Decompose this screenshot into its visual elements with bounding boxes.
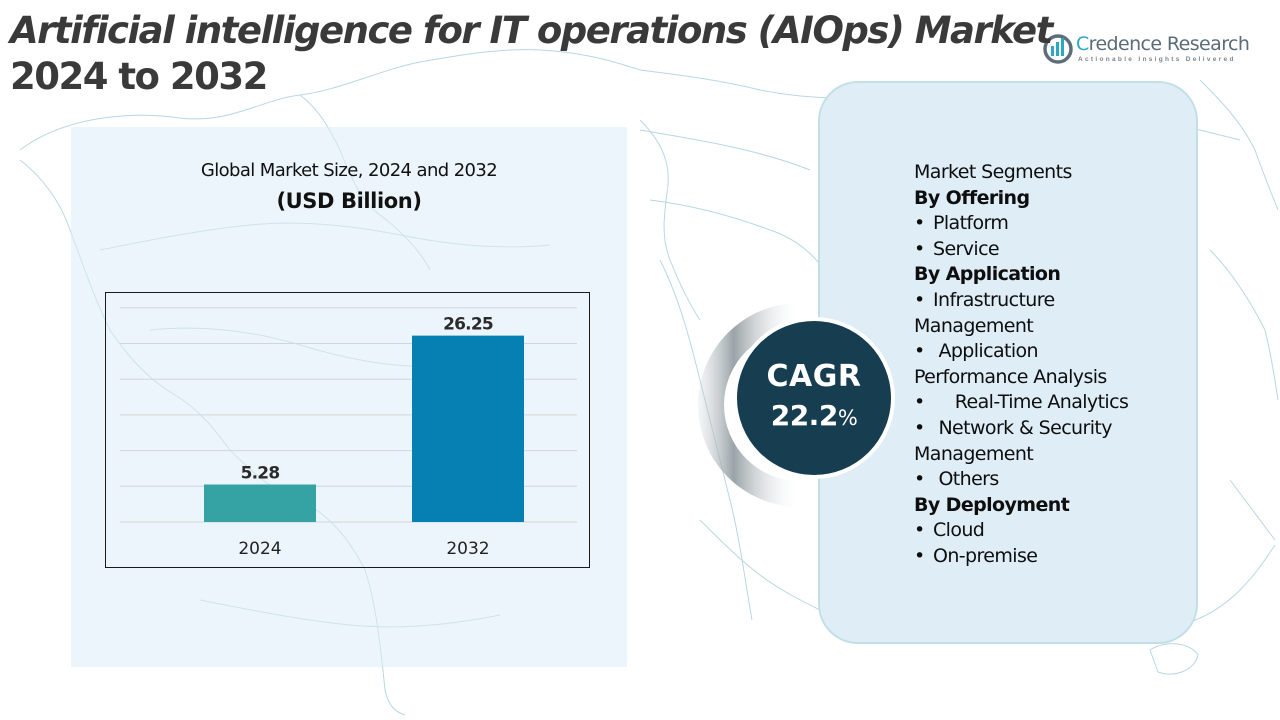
bullet-icon: • <box>914 416 925 439</box>
market-segments-list: Market Segments By Offering • Platform • Ser… <box>914 160 1184 570</box>
bar-chart-globe-icon <box>1043 34 1073 64</box>
chart-panel <box>71 127 627 667</box>
segments-heading: Market Segments <box>914 161 1072 183</box>
logo-name-rest: redence Research <box>1088 33 1250 55</box>
x-tick-label-2024: 2024 <box>238 539 281 559</box>
logo-name-initial: C <box>1076 33 1089 55</box>
segment-item-continuation: Management <box>914 314 1034 337</box>
cagr-percent-sign: % <box>837 406 858 430</box>
bullet-icon: • <box>914 288 925 311</box>
bullet-icon: • <box>914 340 925 363</box>
segment-item-continuation: Performance Analysis <box>914 365 1107 388</box>
segment-item-continuation: Management <box>914 442 1034 465</box>
title-line-2: 2024 to 2032 <box>10 55 268 98</box>
page-title: Artificial intelligence for IT operation… <box>10 8 1053 100</box>
segment-list-item: • On-premise <box>914 544 1184 570</box>
cagr-gradient-ring <box>698 303 800 507</box>
data-label-2024: 5.28 <box>241 464 280 484</box>
cagr-number: 22.2 <box>770 399 839 432</box>
credence-research-logo: Credence Research Actionable Insights De… <box>1042 32 1262 68</box>
chart-title: Global Market Size, 2024 and 2032 <box>200 160 498 181</box>
segment-list-item: • Platform <box>914 211 1184 237</box>
segment-category-heading: By Offering <box>914 186 1030 209</box>
segment-item-label: On-premise <box>933 544 1038 567</box>
data-label-2032: 26.25 <box>443 315 493 335</box>
segment-item-label: Application <box>933 340 1039 363</box>
bar-2024 <box>204 484 316 522</box>
bullet-icon: • <box>914 468 925 491</box>
segment-item-label: Network & Security <box>933 416 1112 439</box>
segment-list-item: • Cloud <box>914 518 1184 544</box>
segment-list-item: • Infrastructure <box>914 288 1184 314</box>
bar-2032 <box>412 335 524 522</box>
bullet-icon: • <box>914 237 925 260</box>
logo-tagline: Actionable Insights Delivered <box>1078 56 1236 63</box>
chart-frame <box>105 292 590 568</box>
bullet-icon: • <box>914 519 925 542</box>
x-tick-label-2032: 2032 <box>446 539 489 559</box>
cagr-value: 22.2% <box>737 399 891 432</box>
segment-item-label: Infrastructure <box>933 288 1055 311</box>
segment-item-label: Cloud <box>933 519 985 542</box>
segment-item-label: Others <box>933 468 999 491</box>
cagr-label: CAGR <box>766 359 862 394</box>
bullet-icon: • <box>914 391 925 414</box>
logo-name: Credence Research <box>1076 33 1250 55</box>
segment-list-item: • Application <box>914 339 1184 365</box>
segment-list-item: • Service <box>914 237 1184 263</box>
segment-list-item: • Network & Security <box>914 416 1184 442</box>
segment-list-item: • Real-Time Analytics <box>914 390 1184 416</box>
cagr-badge: CAGR 22.2% <box>733 317 895 479</box>
title-line-1: Artificial intelligence for IT operation… <box>10 9 1053 52</box>
segment-item-label: Real-Time Analytics <box>933 391 1129 414</box>
segment-item-label: Service <box>933 237 1000 260</box>
segment-item-label: Platform <box>933 212 1009 235</box>
segment-category-heading: By Application <box>914 263 1061 286</box>
segment-category-heading: By Deployment <box>914 493 1070 516</box>
chart-unit-label: (USD Billion) <box>276 189 422 213</box>
bullet-icon: • <box>914 544 925 567</box>
segment-list-item: • Others <box>914 467 1184 493</box>
bar-chart: 5.28 2024 26.25 2032 <box>120 307 577 559</box>
bullet-icon: • <box>914 212 925 235</box>
